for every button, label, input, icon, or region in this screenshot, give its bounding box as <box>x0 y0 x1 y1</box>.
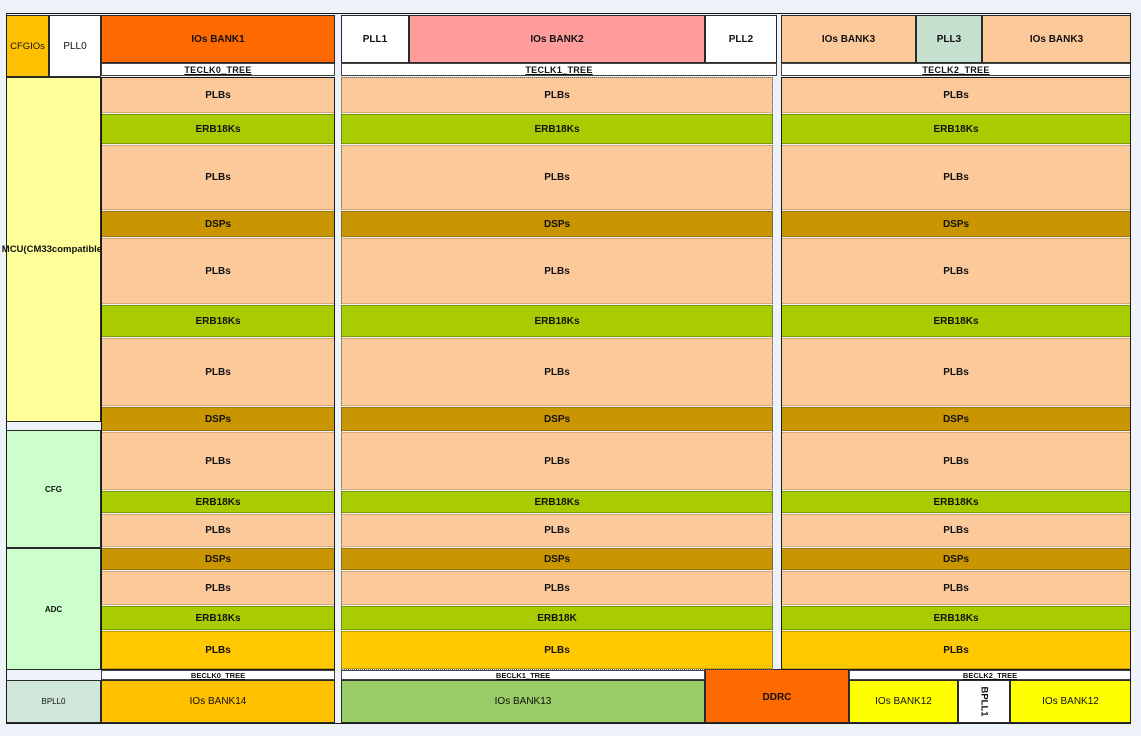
plb-r0-c2: PLBs <box>781 77 1131 113</box>
teclk1-tree: TECLK1_TREE <box>341 63 777 76</box>
plb-r12-c1: PLBs <box>341 571 773 605</box>
bpll1-block: BPLL1 <box>958 680 1010 723</box>
plb-r12-c0: PLBs <box>101 571 335 605</box>
io-bank3-right: IOs BANK3 <box>982 15 1131 63</box>
plb-r2-c1: PLBs <box>341 145 773 210</box>
io-bank1: IOs BANK1 <box>101 15 335 63</box>
ddrc-block: DDRC <box>705 669 849 723</box>
dsp-r11-c2: DSPs <box>781 548 1131 570</box>
erb-r9-c1: ERB18Ks <box>341 491 773 513</box>
bpll1-label: BPLL1 <box>978 686 990 717</box>
io-bank2: IOs BANK2 <box>409 15 705 63</box>
plb-r8-c1: PLBs <box>341 432 773 490</box>
plb-r6-c2: PLBs <box>781 338 1131 406</box>
erb-r5-c0: ERB18Ks <box>101 305 335 337</box>
erb-r5-c1: ERB18Ks <box>341 305 773 337</box>
teclk2-tree: TECLK2_TREE <box>781 63 1131 76</box>
adc-block: ADC <box>6 548 101 670</box>
io-bank12-left: IOs BANK12 <box>849 680 958 723</box>
plb-r2-c2: PLBs <box>781 145 1131 210</box>
cfg-block: CFG <box>6 430 101 548</box>
plb-r14-c0: PLBs <box>101 631 335 669</box>
beclk0-tree: BECLK0_TREE <box>101 670 335 680</box>
plb-r4-c1: PLBs <box>341 238 773 304</box>
erb-r1-c2: ERB18Ks <box>781 114 1131 144</box>
pll1-block: PLL1 <box>341 15 409 63</box>
plb-r10-c1: PLBs <box>341 514 773 547</box>
plb-r6-c1: PLBs <box>341 338 773 406</box>
pll2-block: PLL2 <box>705 15 777 63</box>
dsp-r11-c1: DSPs <box>341 548 773 570</box>
plb-r12-c2: PLBs <box>781 571 1131 605</box>
io-bank13: IOs BANK13 <box>341 680 705 723</box>
io-bank3-left: IOs BANK3 <box>781 15 916 63</box>
dsp-r11-c0: DSPs <box>101 548 335 570</box>
plb-r8-c2: PLBs <box>781 432 1131 490</box>
plb-r6-c0: PLBs <box>101 338 335 406</box>
plb-r14-c1: PLBs <box>341 631 773 669</box>
dsp-r7-c2: DSPs <box>781 407 1131 431</box>
plb-r4-c0: PLBs <box>101 238 335 304</box>
erb-r9-c2: ERB18Ks <box>781 491 1131 513</box>
plb-r14-c2: PLBs <box>781 631 1131 669</box>
plb-r0-c1: PLBs <box>341 77 773 113</box>
dsp-r3-c0: DSPs <box>101 211 335 237</box>
beclk2-tree: BECLK2_TREE <box>849 670 1131 680</box>
dsp-r3-c2: DSPs <box>781 211 1131 237</box>
io-bank12-right: IOs BANK12 <box>1010 680 1131 723</box>
pll3-block: PLL3 <box>916 15 982 63</box>
plb-r10-c2: PLBs <box>781 514 1131 547</box>
dsp-r7-c1: DSPs <box>341 407 773 431</box>
plb-r8-c0: PLBs <box>101 432 335 490</box>
mcu-block: MCU(CM33compatible) <box>2 77 105 422</box>
erb-r1-c0: ERB18Ks <box>101 114 335 144</box>
dsp-r3-c1: DSPs <box>341 211 773 237</box>
cfgios-block: CFGIOs <box>6 15 49 77</box>
erb-r13-c0: ERB18Ks <box>101 606 335 630</box>
erb-r5-c2: ERB18Ks <box>781 305 1131 337</box>
plb-r2-c0: PLBs <box>101 145 335 210</box>
beclk1-tree: BECLK1_TREE <box>341 670 705 680</box>
plb-r0-c0: PLBs <box>101 77 335 113</box>
erb-r9-c0: ERB18Ks <box>101 491 335 513</box>
erb-r13-c1: ERB18K <box>341 606 773 630</box>
pll0-block: PLL0 <box>49 15 101 77</box>
erb-r1-c1: ERB18Ks <box>341 114 773 144</box>
dsp-r7-c0: DSPs <box>101 407 335 431</box>
plb-r4-c2: PLBs <box>781 238 1131 304</box>
io-bank14: IOs BANK14 <box>101 680 335 723</box>
teclk0-tree: TECLK0_TREE <box>101 63 335 76</box>
erb-r13-c2: ERB18Ks <box>781 606 1131 630</box>
plb-r10-c0: PLBs <box>101 514 335 547</box>
bpll0-block: BPLL0 <box>6 680 101 723</box>
